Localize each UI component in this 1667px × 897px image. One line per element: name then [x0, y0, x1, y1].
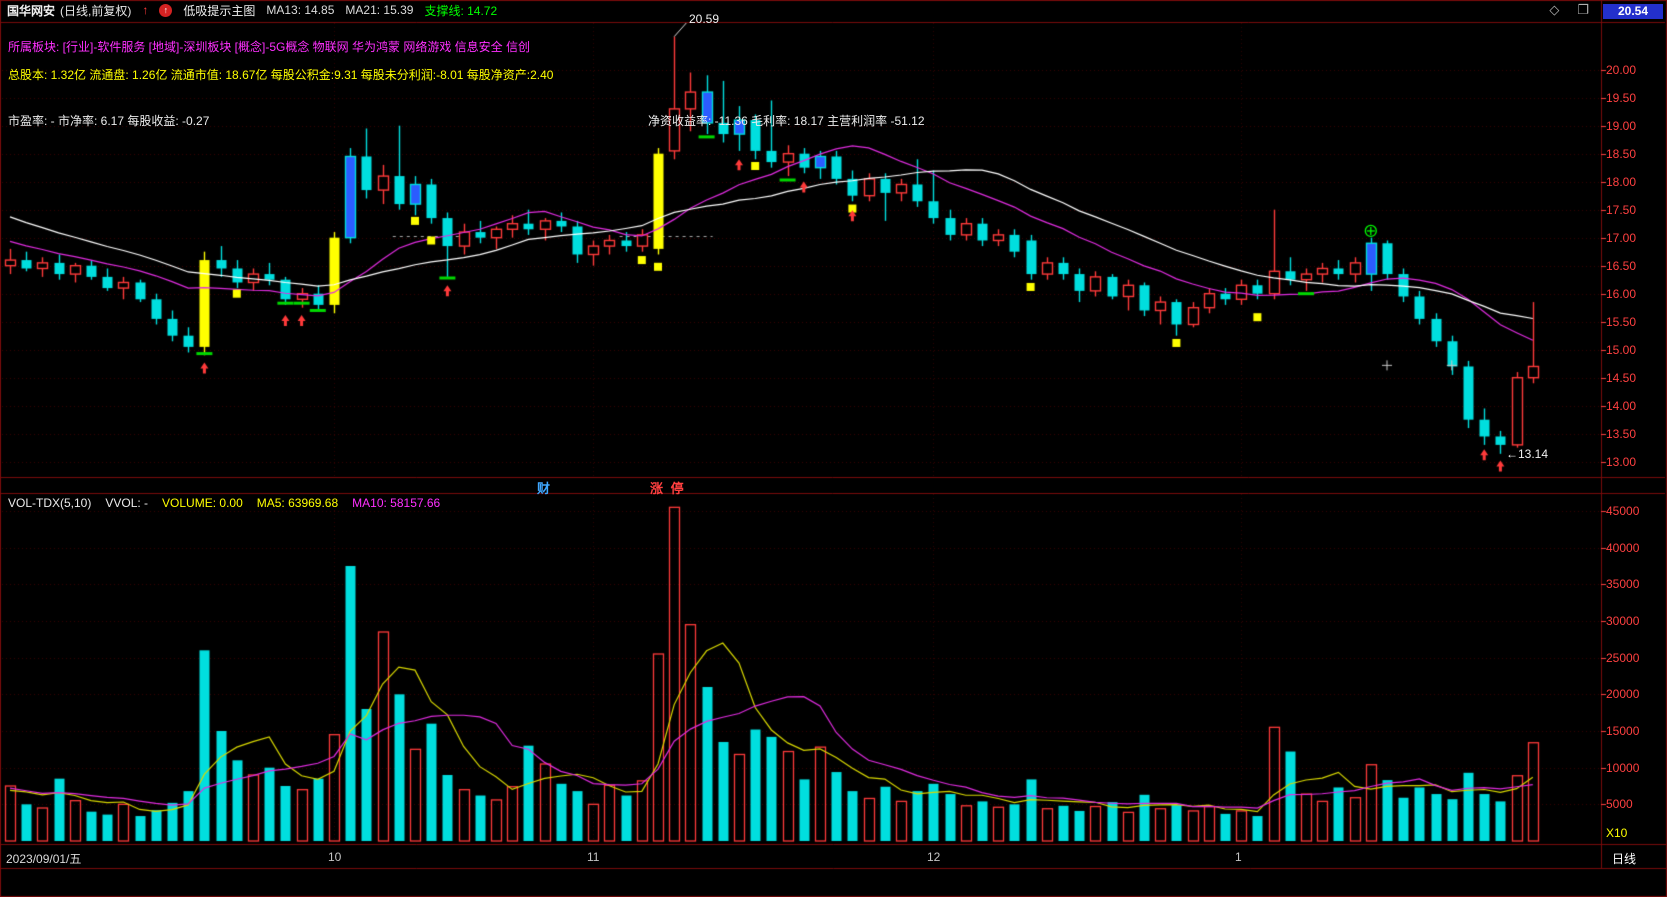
ma21-value: MA21: 15.39 [345, 3, 414, 17]
month-axis-label: 12 [927, 850, 941, 864]
window-icon[interactable]: ❐ [1577, 2, 1589, 17]
indicator-badge-icon: ↑ [159, 3, 173, 17]
event-marker[interactable]: 涨 停 [650, 481, 686, 496]
price-axis-label: 18.50 [1606, 147, 1637, 161]
low-price-annotation: ←13.14 [1506, 447, 1549, 461]
price-axis-label: 17.50 [1606, 203, 1637, 217]
price-axis-label: 14.00 [1606, 399, 1637, 413]
title-bar: 国华网安 (日线,前复权) ↑ ↑ 低吸提示主图 MA13: 14.85 MA2… [0, 0, 1567, 20]
chart-period-label: (日线,前复权) [60, 3, 132, 18]
period-selector[interactable]: 日线 [1612, 852, 1637, 866]
volume-ma10-value: MA10: 58157.66 [352, 496, 441, 510]
stock-name: 国华网安 [7, 3, 56, 18]
price-axis-label: 17.00 [1606, 231, 1637, 245]
volume-axis-label: 20000 [1606, 687, 1640, 701]
volume-indicator-name[interactable]: VOL-TDX(5,10) [8, 496, 92, 510]
volume-axis-label: 40000 [1606, 541, 1640, 555]
volume-axis-label: 25000 [1606, 651, 1640, 665]
volume-value: VOLUME: 0.00 [162, 496, 243, 510]
volume-axis-label: 30000 [1606, 614, 1640, 628]
event-marker[interactable]: 财 [537, 481, 553, 496]
titlebar-icons: ◇ ❐ [1549, 2, 1589, 18]
profitability-info-row: 净资收益率: -11.36 毛利率: 18.17 主营利润率 -51.12 [648, 114, 925, 128]
capital-info-row: 总股本: 1.32亿 流通盘: 1.26亿 流通市值: 18.67亿 每股公积金… [8, 68, 554, 82]
volume-unit-label: X10 [1606, 826, 1628, 840]
sector-info-row: 所属板块: [行业]-软件服务 [地域]-深圳板块 [概念]-5G概念 物联网 … [8, 40, 531, 54]
volume-axis-label: 35000 [1606, 577, 1640, 591]
price-axis-label: 20.00 [1606, 63, 1637, 77]
month-axis-label: 10 [328, 850, 342, 864]
price-axis-label: 19.50 [1606, 91, 1637, 105]
price-axis-top-value: 20.54 [1603, 4, 1663, 19]
ma13-value: MA13: 14.85 [266, 3, 335, 17]
diamond-icon[interactable]: ◇ [1549, 2, 1560, 17]
month-axis-label: 1 [1235, 850, 1242, 864]
volume-axis-label: 10000 [1606, 761, 1640, 775]
buy-signal-arrow-icon: ↑ [142, 3, 149, 17]
valuation-info-row: 市盈率: - 市净率: 6.17 每股收益: -0.27 [8, 114, 210, 128]
volume-axis-label: 45000 [1606, 504, 1640, 518]
price-axis-label: 13.00 [1606, 455, 1637, 469]
price-axis-label: 15.50 [1606, 315, 1637, 329]
volume-axis-label: 15000 [1606, 724, 1640, 738]
high-price-annotation: 20.59 [689, 12, 720, 26]
volume-ma5-value: MA5: 63969.68 [256, 496, 339, 510]
volume-axis-label: 5000 [1606, 797, 1633, 811]
price-axis-label: 15.00 [1606, 343, 1637, 357]
price-axis-label: 16.00 [1606, 287, 1637, 301]
price-axis-label: 19.00 [1606, 119, 1637, 133]
price-axis-label: 18.00 [1606, 175, 1637, 189]
price-axis-label: 14.50 [1606, 371, 1637, 385]
price-axis-label: 16.50 [1606, 259, 1637, 273]
volume-pane-header: VOL-TDX(5,10) VVOL: - VOLUME: 0.00 MA5: … [8, 496, 440, 510]
price-axis-label: 13.50 [1606, 427, 1637, 441]
first-date-label: 2023/09/01/五 [6, 852, 82, 866]
support-line-value: 支撑线: 14.72 [424, 3, 498, 18]
vvol-value: VVOL: - [105, 496, 149, 510]
main-indicator-name[interactable]: 低吸提示主图 [183, 3, 256, 18]
month-axis-label: 11 [587, 850, 600, 864]
